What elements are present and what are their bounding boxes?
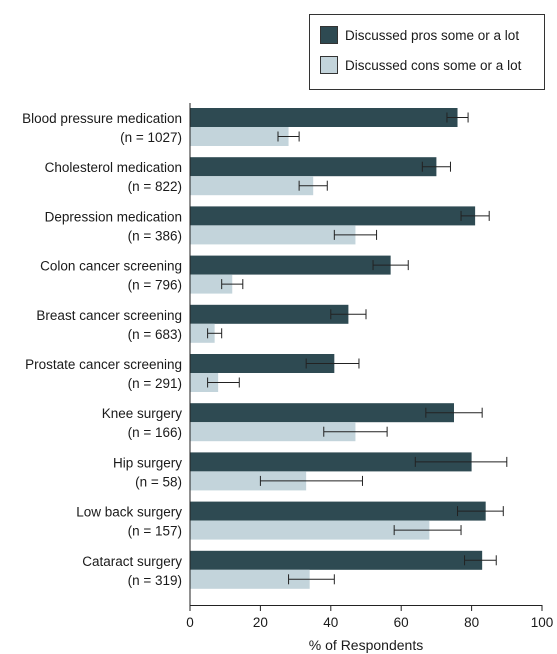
- category-label-8: Low back surgery: [76, 505, 182, 520]
- category-n-1: (n = 822): [128, 179, 182, 194]
- bar-pros-6: [190, 403, 454, 423]
- category-n-3: (n = 796): [128, 278, 182, 293]
- category-n-8: (n = 157): [128, 524, 182, 539]
- bar-pros-2: [190, 206, 476, 226]
- x-axis-title: % of Respondents: [309, 637, 423, 653]
- bar-pros-3: [190, 255, 391, 275]
- bar-cons-5: [190, 373, 219, 392]
- legend-box: [309, 14, 545, 90]
- x-tick-label-5: 100: [531, 615, 554, 630]
- bar-cons-6: [190, 422, 356, 442]
- legend-label-cons: Discussed cons some or a lot: [345, 58, 522, 73]
- category-n-9: (n = 319): [128, 573, 182, 588]
- bar-cons-7: [190, 471, 307, 491]
- x-tick-label-0: 0: [186, 615, 194, 630]
- x-tick-label-1: 20: [253, 615, 268, 630]
- bar-cons-4: [190, 323, 215, 343]
- bar-cons-1: [190, 176, 314, 196]
- category-label-2: Depression medication: [45, 209, 182, 224]
- bar-pros-8: [190, 501, 486, 521]
- bar-pros-7: [190, 452, 472, 472]
- bar-pros-5: [190, 354, 335, 373]
- legend: Discussed pros some or a lot Discussed c…: [309, 14, 545, 90]
- category-n-2: (n = 386): [128, 228, 182, 243]
- bar-pros-1: [190, 157, 437, 177]
- bar-cons-0: [190, 127, 289, 146]
- legend-swatch-cons: [320, 56, 338, 74]
- category-n-6: (n = 166): [128, 425, 182, 440]
- x-tick-label-4: 80: [464, 615, 479, 630]
- bar-pros-4: [190, 304, 349, 324]
- legend-label-pros: Discussed pros some or a lot: [345, 28, 519, 43]
- category-n-4: (n = 683): [128, 327, 182, 342]
- category-label-6: Knee surgery: [102, 406, 183, 421]
- category-label-7: Hip surgery: [113, 455, 182, 470]
- bar-cons-9: [190, 569, 310, 589]
- plot-area: Blood pressure medication (n = 1027) Chole…: [22, 103, 553, 630]
- category-label-5: Prostate cancer screening: [25, 357, 182, 372]
- x-tick-label-2: 40: [323, 615, 338, 630]
- category-n-5: (n = 291): [128, 376, 182, 391]
- bar-pros-9: [190, 550, 483, 570]
- category-n-7: (n = 58): [135, 474, 182, 489]
- bar-cons-2: [190, 225, 356, 245]
- legend-swatch-pros: [320, 26, 338, 44]
- x-tick-label-3: 60: [394, 615, 409, 630]
- category-label-3: Colon cancer screening: [40, 259, 182, 274]
- bar-cons-8: [190, 520, 430, 540]
- category-label-1: Cholesterol medication: [45, 160, 182, 175]
- category-n-0: (n = 1027): [120, 130, 182, 145]
- category-label-9: Cataract surgery: [82, 554, 182, 569]
- category-label-0: Blood pressure medication: [22, 111, 182, 126]
- bar-pros-0: [190, 108, 458, 127]
- category-label-4: Breast cancer screening: [36, 308, 182, 323]
